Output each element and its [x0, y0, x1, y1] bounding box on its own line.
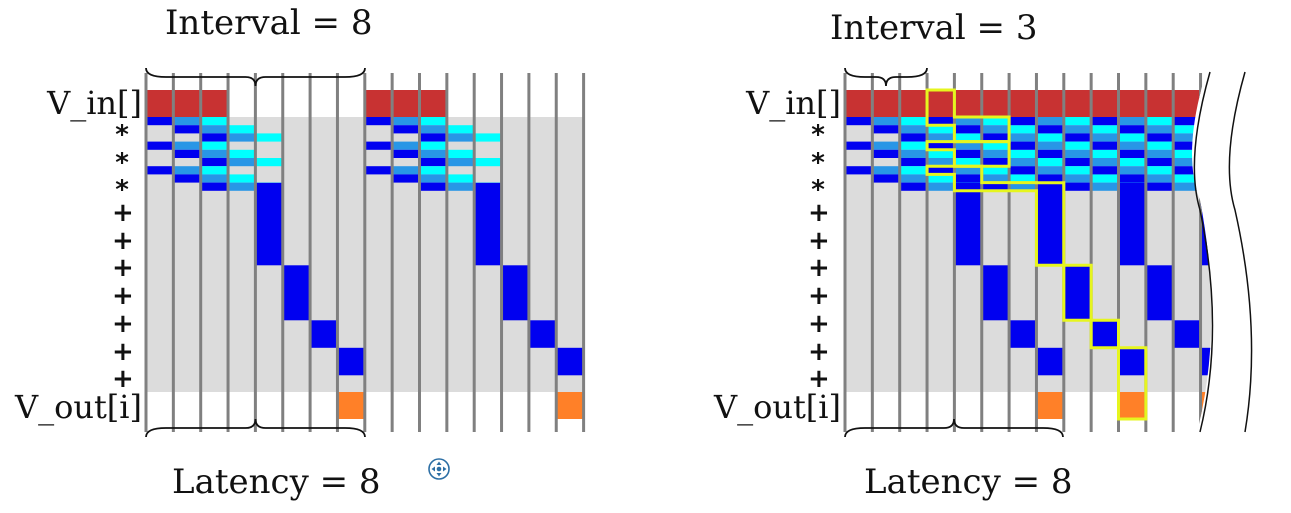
right-input-row-label: V_in[] — [746, 84, 841, 122]
right-interval-label: Interval = 3 — [830, 8, 1038, 48]
add-op-label: + — [112, 308, 134, 339]
add-op-label: + — [112, 225, 134, 256]
pan-move-icon — [428, 458, 450, 480]
add-op-label: + — [808, 308, 830, 339]
add-op-label: + — [808, 336, 830, 367]
right-output-row-label: V_out[i] — [713, 388, 841, 426]
add-op-label: + — [112, 281, 134, 312]
multiply-op-label: * — [115, 175, 129, 205]
add-op-label: + — [808, 225, 830, 256]
add-op-label: + — [112, 253, 134, 284]
add-op-label: + — [808, 198, 830, 228]
add-op-label: + — [112, 364, 134, 395]
multiply-op-label: * — [811, 147, 825, 178]
add-op-label: + — [808, 253, 830, 284]
multiply-op-label: * — [811, 175, 825, 205]
left-input-row-label: V_in[] — [47, 84, 142, 122]
multiply-op-label: * — [115, 147, 129, 178]
pan-control-button[interactable] — [427, 457, 451, 481]
right-latency-label: Latency = 8 — [864, 462, 1073, 502]
left-latency-label: Latency = 8 — [172, 462, 381, 502]
add-op-label: + — [808, 281, 830, 312]
add-op-label: + — [112, 336, 134, 367]
multiply-op-label: * — [811, 120, 825, 150]
multiply-op-label: * — [115, 120, 129, 150]
left-interval-label: Interval = 8 — [165, 3, 373, 43]
add-op-label: + — [112, 198, 134, 228]
add-op-label: + — [808, 364, 830, 395]
left-output-row-label: V_out[i] — [14, 388, 142, 426]
